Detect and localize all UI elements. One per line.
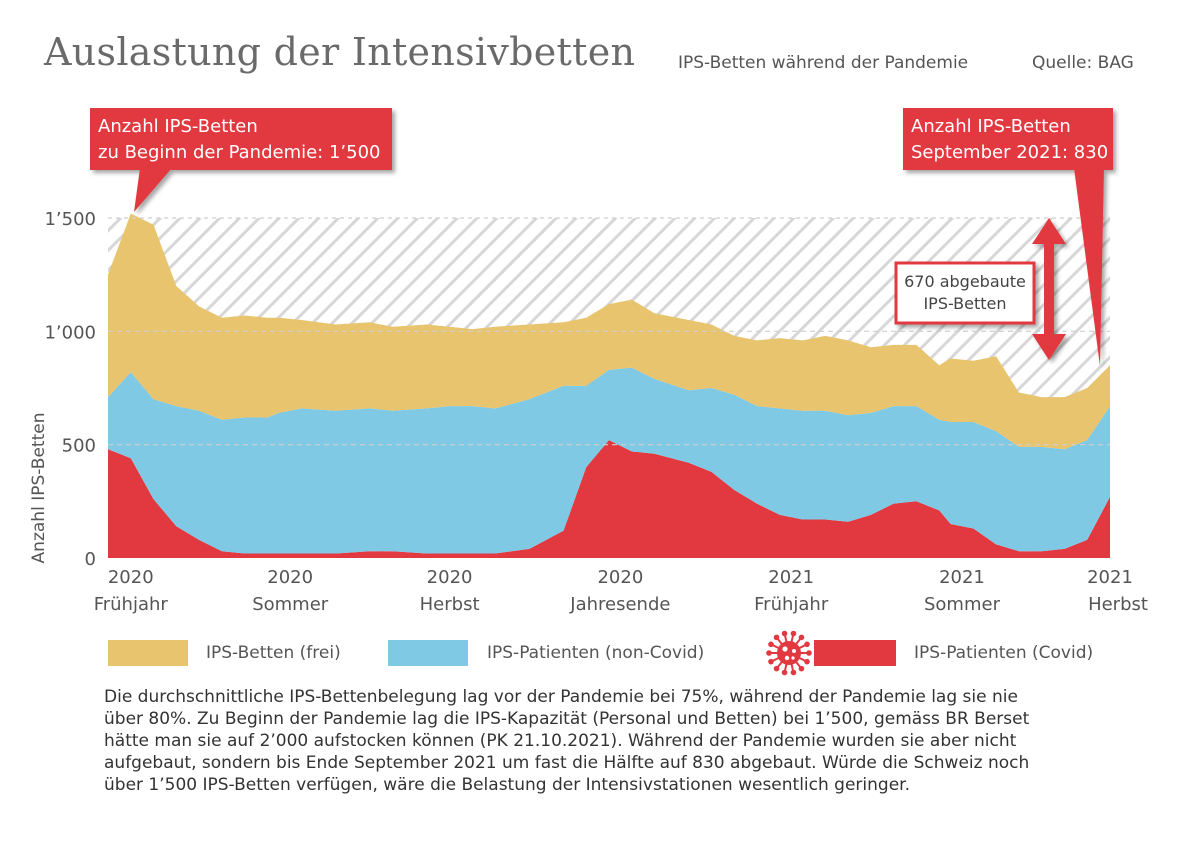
reduction-label-line2: IPS-Betten	[923, 294, 1006, 313]
x-tick-year: 2021	[1087, 567, 1133, 588]
y-tick-label: 0	[85, 549, 96, 570]
legend-label-non-covid: IPS-Patienten (non-Covid)	[487, 643, 705, 663]
virus-spike-tip	[790, 630, 797, 637]
virus-spike-tip	[790, 669, 797, 676]
virus-spike-tip	[766, 650, 772, 656]
virus-spot	[784, 655, 790, 661]
reduction-arrow-shape	[1032, 218, 1066, 360]
legend-label-free: IPS-Betten (frei)	[206, 643, 341, 663]
virus-spot	[791, 656, 795, 660]
x-tick-year: 2021	[768, 567, 814, 588]
callout-start-line2: zu Beginn der Pandemie: 1’500	[98, 142, 381, 163]
reduction-arrow	[1032, 218, 1066, 360]
x-tick-year: 2020	[597, 567, 643, 588]
virus-spot	[782, 646, 788, 652]
virus-spike-tip	[804, 641, 810, 648]
chart-title: Auslastung der Intensivbetten	[44, 30, 636, 74]
virus-body	[777, 641, 801, 665]
x-tick-year: 2021	[939, 567, 985, 588]
callout-start-line1: Anzahl IPS-Betten	[98, 116, 258, 137]
x-tick-year: 2020	[427, 567, 473, 588]
virus-spike-tip	[768, 641, 774, 648]
virus-spike-tip	[773, 634, 780, 641]
virus-spike-tip	[798, 634, 805, 641]
callout-end-line2: September 2021: 830	[911, 142, 1108, 163]
description-line: über 1’500 IPS-Betten verfügen, wäre die…	[104, 775, 910, 795]
callout-end-pointer	[1074, 168, 1104, 366]
callout-end-box	[903, 108, 1113, 170]
area-non-covid	[108, 367, 1110, 554]
callout-end	[903, 108, 1113, 366]
legend-swatch-free	[108, 640, 188, 666]
description-line: Die durchschnittliche IPS-Bettenbelegung…	[104, 687, 1018, 707]
legend-label-covid: IPS-Patienten (Covid)	[914, 643, 1094, 663]
x-tick-year: 2020	[108, 567, 154, 588]
reduction-label-box	[894, 261, 1036, 325]
chart-subtitle: IPS-Betten während der Pandemie	[678, 53, 969, 73]
x-tick-season: Sommer	[252, 594, 329, 615]
callout-start-box	[90, 108, 392, 170]
area-free	[108, 213, 1110, 450]
x-tick-season: Frühjahr	[94, 594, 169, 615]
x-tick-season: Jahresende	[569, 594, 670, 615]
virus-spot	[792, 649, 796, 653]
description-line: über 80%. Zu Beginn der Pandemie lag die…	[104, 709, 1030, 729]
virus-spike-tip	[798, 665, 805, 672]
callout-start-pointer	[134, 168, 172, 212]
virus-spike-tip	[804, 658, 810, 665]
area-covid	[108, 440, 1110, 558]
x-tick-season: Herbst	[1088, 594, 1148, 615]
legend-swatch-non-covid	[388, 640, 468, 666]
area-chart: 0 500 1’000 1’500 2020 Frühjahr 2020 Sommer 202…	[29, 108, 1148, 615]
description-text: Die durchschnittliche IPS-Bettenbelegung…	[104, 686, 1154, 796]
virus-spike-tip	[781, 669, 788, 676]
x-tick-year: 2020	[267, 567, 313, 588]
callout-start	[90, 108, 392, 212]
x-tick-season: Sommer	[924, 594, 1001, 615]
virus-spike-tip	[768, 658, 774, 665]
y-tick-label: 500	[62, 436, 96, 457]
source-label: Quelle: BAG	[1032, 53, 1134, 73]
callout-end-line1: Anzahl IPS-Betten	[911, 116, 1071, 137]
description-line: hätte man sie auf 2’000 aufstocken könne…	[104, 731, 1017, 751]
description-line: aufgebaut, sondern bis Ende September 20…	[104, 753, 1030, 773]
y-tick-label: 1’000	[44, 322, 96, 343]
y-tick-label: 1’500	[44, 209, 96, 230]
virus-spike-tip	[781, 630, 788, 637]
x-tick-season: Herbst	[420, 594, 480, 615]
x-tick-season: Frühjahr	[754, 594, 829, 615]
virus-spike-tip	[773, 665, 780, 672]
y-axis-label: Anzahl IPS-Betten	[29, 413, 49, 564]
virus-spike-tip	[806, 650, 812, 656]
reduction-label-line1: 670 abgebaute	[904, 272, 1026, 291]
legend-swatch-covid	[814, 640, 896, 666]
virus-icon	[766, 630, 812, 676]
